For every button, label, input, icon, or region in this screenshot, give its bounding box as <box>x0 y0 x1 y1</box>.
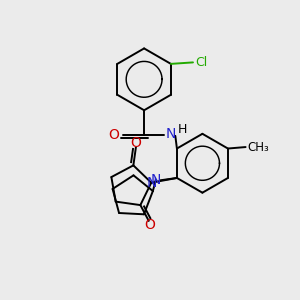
Text: H: H <box>177 124 187 136</box>
Text: O: O <box>109 128 119 142</box>
Text: N: N <box>151 173 161 187</box>
Text: N: N <box>166 128 176 141</box>
Text: CH₃: CH₃ <box>248 141 269 154</box>
Text: O: O <box>144 218 155 232</box>
Text: Cl: Cl <box>195 56 208 69</box>
Text: N: N <box>146 176 157 190</box>
Text: O: O <box>130 136 142 150</box>
